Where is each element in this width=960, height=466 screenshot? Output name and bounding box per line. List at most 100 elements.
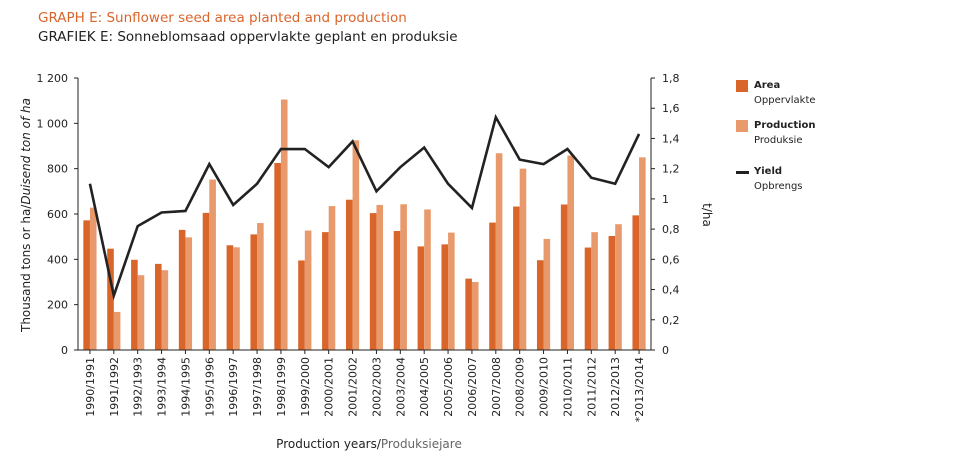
bar-production-14: [424, 209, 431, 350]
y-axis-label-en: Thousand tons or ha/: [19, 204, 33, 333]
y2-tick-label-8: 1,6: [662, 102, 680, 115]
bar-area-3: [154, 263, 162, 350]
y-tick-label-2: 400: [47, 253, 68, 266]
bar-area-22: [608, 235, 616, 350]
bar-production-8: [280, 99, 288, 350]
y-tick-label-4: 800: [47, 163, 68, 176]
y2-tick-label-5: 1: [662, 193, 669, 206]
bar-production-1: [113, 311, 121, 350]
x-tick-label-21: 2011/2012: [585, 357, 598, 417]
y2-tick-label-1: 0,2: [662, 314, 680, 327]
bar-area-14: [417, 246, 425, 350]
y-axis-label-af: Duisend ton of ha: [19, 98, 33, 205]
bar-area-16: [465, 278, 472, 350]
y-tick-label-1: 200: [47, 299, 68, 312]
chart-title: GRAPH E: Sunflower seed area planted and…: [38, 10, 407, 26]
x-tick-label-2: 1992/1993: [132, 357, 145, 417]
bar-production-22: [615, 224, 622, 350]
bar-production-10: [328, 206, 336, 350]
ticks-group: 0 200 400 600 800 1 000 1 200 0 0,2 0,4 0,6 0,8 1 1,2…: [37, 72, 680, 422]
x-tick-label-20: 2010/2011: [561, 357, 574, 417]
x-tick-label-14: 2004/2005: [418, 357, 431, 417]
x-tick-label-22: 2012/2013: [609, 357, 622, 417]
x-tick-label-3: 1993/1994: [156, 357, 169, 417]
y2-tick-label-2: 0,4: [662, 284, 680, 297]
x-tick-label-7: 1997/1998: [251, 357, 264, 417]
bar-area-9: [298, 260, 305, 350]
bar-production-11: [352, 140, 360, 350]
bar-production-7: [257, 223, 264, 350]
x-tick-label-6: 1996/1997: [227, 357, 240, 417]
bar-production-15: [448, 232, 455, 350]
y2-tick-label-6: 1,2: [662, 163, 680, 176]
bar-area-12: [369, 213, 377, 350]
x-tick-label-13: 2003/2004: [394, 357, 407, 417]
bar-area-21: [584, 247, 592, 350]
bar-production-19: [543, 238, 551, 350]
bar-area-18: [513, 206, 520, 350]
x-tick-label-1: 1991/1992: [108, 357, 121, 417]
legend-production-sublabel: Produksie: [754, 135, 803, 146]
bar-production-16: [471, 282, 479, 350]
bar-production-18: [519, 168, 527, 350]
x-tick-label-4: 1994/1995: [179, 357, 192, 417]
bar-area-7: [250, 234, 258, 350]
bar-production-12: [376, 204, 384, 350]
y2-tick-label-4: 0,8: [662, 223, 680, 236]
bar-production-21: [591, 232, 598, 350]
bar-area-2: [131, 259, 138, 350]
x-tick-label-8: 1998/1999: [275, 357, 288, 417]
y2-tick-label-0: 0: [662, 344, 669, 357]
series-line-yield: [88, 113, 641, 301]
legend-yield-sublabel: Opbrengs: [754, 181, 803, 192]
x-tick-label-23: *2013/2014: [633, 357, 646, 422]
chart-subtitle: GRAFIEK E: Sonneblomsaad oppervlakte gep…: [38, 29, 458, 45]
y-tick-label-0: 0: [61, 344, 68, 357]
bar-area-13: [393, 231, 401, 350]
x-tick-label-19: 2009/2010: [538, 357, 551, 417]
bar-area-20: [560, 204, 568, 350]
x-tick-label-10: 2000/2001: [323, 357, 336, 417]
x-axis-label-af: Produksiejare: [381, 437, 462, 451]
y-tick-label-3: 600: [47, 208, 68, 221]
bar-area-17: [489, 222, 496, 350]
bar-production-17: [495, 153, 503, 350]
y2-tick-label-3: 0,6: [662, 253, 680, 266]
bar-area-6: [226, 245, 234, 350]
y2-tick-label-9: 1,8: [662, 72, 680, 85]
bar-area-1: [107, 248, 114, 350]
yield-line-group: [88, 113, 641, 301]
x-axis-label-en: Production years/: [276, 437, 382, 451]
x-tick-label-17: 2007/2008: [490, 357, 503, 417]
x-axis-label: Production years/Produksiejare: [276, 437, 462, 451]
bar-production-6: [233, 247, 240, 350]
bar-production-3: [161, 270, 169, 350]
bar-area-15: [441, 244, 449, 350]
y-tick-label-5: 1 000: [37, 117, 69, 130]
x-tick-label-16: 2006/2007: [466, 357, 479, 417]
x-tick-label-9: 1999/2000: [299, 357, 312, 417]
legend-area-swatch: [736, 80, 748, 92]
bar-area-19: [536, 260, 544, 350]
x-tick-label-12: 2002/2003: [370, 357, 383, 417]
x-tick-label-11: 2001/2002: [347, 357, 360, 417]
bar-area-0: [83, 220, 90, 350]
y-axis-label: Thousand tons or ha/Duisend ton of ha: [19, 98, 33, 333]
bar-area-4: [178, 229, 186, 350]
legend-yield-label: Yield: [754, 166, 783, 177]
x-tick-label-5: 1995/1996: [203, 357, 216, 417]
y2-axis-label: t/ha: [700, 203, 714, 227]
bar-production-4: [185, 237, 193, 350]
bar-area-11: [345, 199, 353, 350]
x-tick-label-0: 1990/1991: [84, 357, 97, 417]
legend-area-sublabel: Oppervlakte: [754, 95, 816, 106]
bar-production-23: [639, 157, 646, 350]
bar-area-10: [322, 232, 329, 350]
legend-production-swatch: [736, 120, 748, 132]
x-tick-label-18: 2008/2009: [514, 357, 527, 417]
bar-production-13: [400, 204, 407, 350]
legend-yield-swatch: [736, 171, 749, 174]
y2-tick-label-7: 1,4: [662, 132, 680, 145]
bar-area-23: [632, 215, 640, 350]
